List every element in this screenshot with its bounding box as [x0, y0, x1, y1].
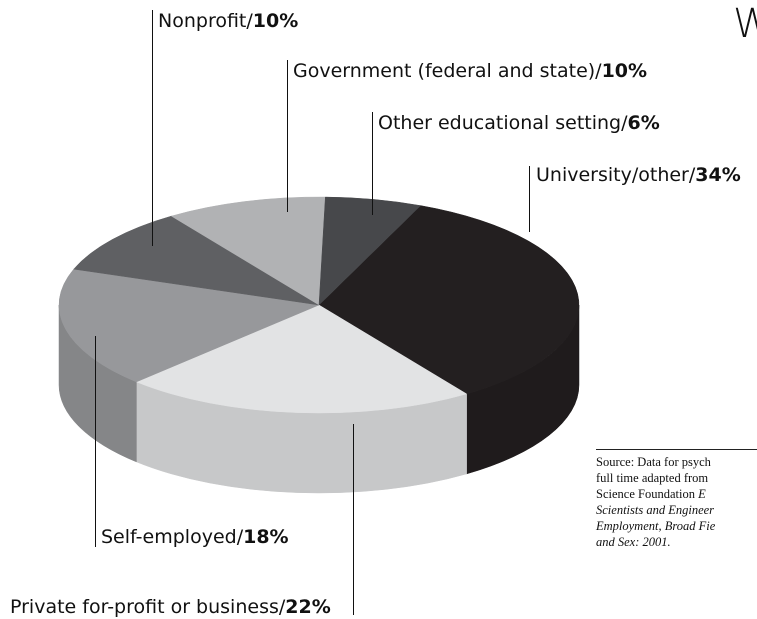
slice-label-nonprofit: Nonprofit/10%: [158, 10, 298, 32]
source-line: Source: Data for psych: [596, 455, 711, 469]
source-line: Scientists and Engineer: [596, 503, 715, 517]
pie-slice-self-employed: [58, 268, 320, 383]
slice-label-private: Private for-profit or business/22%: [10, 596, 331, 618]
slice-label-text: University/other/: [536, 164, 696, 186]
slice-label-text: Government (federal and state)/: [293, 60, 602, 82]
leader-line-private: [353, 424, 354, 615]
leader-line-government: [287, 60, 288, 212]
slice-label-text: Private for-profit or business/: [10, 596, 286, 618]
source-line: and Sex: 2001.: [596, 535, 671, 549]
pie-slice-private-for-profit-or-business: [135, 304, 468, 414]
slice-label-text: Self-employed/: [101, 526, 244, 548]
pie-top-faces: [58, 196, 580, 414]
slice-label-percent: 22%: [285, 596, 331, 618]
pie-side-walls: [58, 304, 580, 494]
pie-slice-nonprofit: [73, 215, 320, 306]
pie-slice-other-educational-setting: [318, 196, 422, 306]
slice-label-percent: 10%: [601, 60, 648, 82]
leader-line-self-employed: [95, 336, 96, 547]
leader-line-nonprofit: [152, 10, 153, 246]
pie-slice-university-other: [318, 205, 580, 395]
slice-label-government: Government (federal and state)/10%: [293, 60, 647, 82]
source-line: Employment, Broad Fie: [596, 519, 716, 533]
slice-label-university: University/other/34%: [536, 164, 741, 186]
title-fragment: W: [733, 1, 757, 47]
source-italic-text: E: [698, 487, 706, 501]
leader-line-university: [529, 166, 530, 232]
slice-label-percent: 34%: [695, 164, 741, 186]
slice-label-text: Other educational setting/: [378, 112, 628, 134]
slice-label-self-employed: Self-employed/18%: [101, 526, 289, 548]
source-line: full time adapted from: [596, 471, 709, 485]
slice-label-percent: 18%: [243, 526, 289, 548]
source-line: Science Foundation E: [596, 486, 757, 502]
slice-label-percent: 6%: [627, 112, 660, 134]
leader-line-other-educational: [372, 112, 373, 215]
slice-label-text: Nonprofit/: [158, 10, 253, 32]
source-text: Science Foundation: [596, 487, 699, 501]
slice-label-percent: 10%: [252, 10, 299, 32]
slice-label-other-educational: Other educational setting/6%: [378, 112, 660, 134]
pie-slice-government-federal-and-state: [170, 196, 326, 306]
source-note: Source: Data for psych full time adapted…: [596, 449, 757, 550]
